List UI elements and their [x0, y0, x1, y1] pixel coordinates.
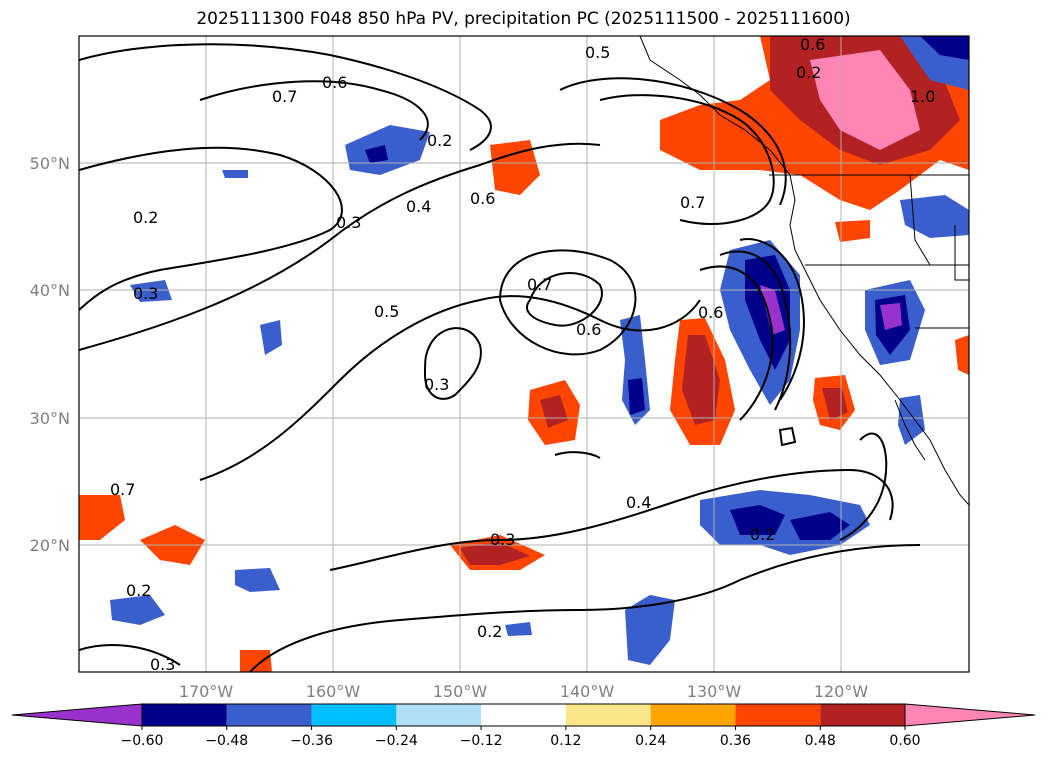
contour-label: 0.6	[800, 35, 825, 54]
contour-label: 0.5	[585, 43, 610, 62]
contour-label: 0.7	[110, 480, 135, 499]
longitude-labels: 170°W 160°W 150°W 140°W 130°W 120°W	[179, 682, 869, 701]
contour-label: 0.7	[527, 275, 552, 294]
colorbar-swatch	[311, 704, 397, 726]
contour-label: 0.3	[133, 284, 158, 303]
colorbar-swatch	[565, 704, 651, 726]
contour-label: 0.7	[272, 87, 297, 106]
lon-label: 150°W	[433, 682, 488, 701]
lon-label: 160°W	[306, 682, 361, 701]
colorbar-tick-label: 0.24	[635, 733, 666, 749]
colorbar-swatch	[820, 704, 905, 726]
contour-label: 0.2	[126, 581, 151, 600]
colorbar-tick-label: −0.48	[205, 733, 248, 749]
lat-label: 50°N	[30, 154, 70, 173]
contour-label: 0.3	[490, 530, 515, 549]
contour-label: 0.6	[576, 320, 601, 339]
contour-label: 0.2	[133, 208, 158, 227]
contour-label: 0.6	[698, 303, 723, 322]
colorbar-extension-high	[904, 703, 1036, 727]
contour-labels: 0.5 0.7 0.6 0.2 0.3 0.4 0.6 0.7 0.2 0.3 …	[110, 35, 935, 674]
colorbar-tick-label: −0.36	[290, 733, 333, 749]
colorbar: −0.60 −0.48 −0.36 −0.24 −0.12 0.12 0.24 0.36 0.4…	[11, 703, 1036, 749]
contour-label: 0.2	[477, 622, 502, 641]
contour-label: 0.4	[626, 493, 651, 512]
contour-label: 0.4	[406, 197, 431, 216]
colorbar-tick-label: −0.24	[375, 733, 418, 749]
latitude-labels: 50°N 40°N 30°N 20°N	[30, 154, 70, 555]
colorbar-swatch	[650, 704, 736, 726]
contour-label: 1.0	[910, 87, 935, 106]
colorbar-tick-label: −0.60	[121, 733, 164, 749]
lon-label: 140°W	[560, 682, 615, 701]
lon-label: 130°W	[687, 682, 742, 701]
contour-label: 0.2	[796, 63, 821, 82]
map-frame	[78, 35, 970, 673]
contour-label: 0.5	[374, 302, 399, 321]
lat-label: 40°N	[30, 281, 70, 300]
colorbar-tick-label: 0.48	[805, 733, 836, 749]
lat-label: 30°N	[30, 409, 70, 428]
lon-label: 120°W	[814, 682, 869, 701]
contour-label: 0.7	[680, 193, 705, 212]
contour-label: 0.6	[470, 189, 495, 208]
colorbar-extension-low	[11, 703, 143, 727]
colorbar-swatch	[396, 704, 482, 726]
colorbar-swatch	[735, 704, 821, 726]
graticule	[79, 36, 969, 672]
contour-label: 0.2	[427, 131, 452, 150]
lon-label: 170°W	[179, 682, 234, 701]
pv-contours	[79, 43, 921, 672]
colorbar-tick-label: 0.12	[550, 733, 581, 749]
colorbar-tick-label: 0.60	[889, 733, 920, 749]
colorbar-tick-label: 0.36	[720, 733, 751, 749]
contour-label: 0.3	[150, 655, 175, 674]
colorbar-frame	[141, 703, 906, 727]
lat-label: 20°N	[30, 536, 70, 555]
contour-label: 0.3	[424, 375, 449, 394]
contour-label: 0.3	[336, 213, 361, 232]
map-title: 2025111300 F048 850 hPa PV, precipitatio…	[196, 9, 851, 29]
colorbar-tick-label: −0.12	[460, 733, 503, 749]
contour-label: 0.6	[322, 73, 347, 92]
contour-label: 0.2	[750, 525, 775, 544]
colorbar-swatch	[226, 704, 312, 726]
colorbar-swatch	[142, 704, 227, 726]
colorbar-swatch	[481, 704, 566, 726]
